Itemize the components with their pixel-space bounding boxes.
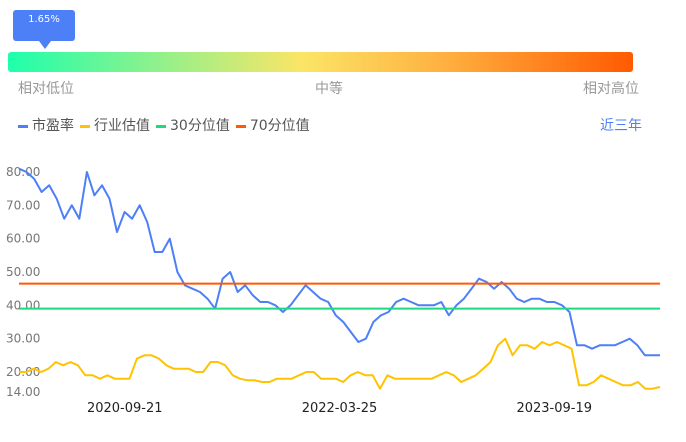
percentile-marker: 1.65% <box>13 10 75 49</box>
y-tick-label: 70.00 <box>6 198 40 212</box>
x-tick-label: 2023-09-19 <box>516 401 592 416</box>
legend-swatch <box>80 124 90 128</box>
legend-p30[interactable]: 30分位值 <box>156 115 230 135</box>
legend-p70[interactable]: 70分位值 <box>235 115 310 135</box>
range-selector-3y[interactable]: 近三年 <box>600 118 642 134</box>
legend-label: 行业估值 <box>94 118 150 134</box>
legend-label: 30分位值 <box>170 118 230 134</box>
low-label: 相对低位 <box>18 81 74 97</box>
x-tick-label: 2022-03-25 <box>302 401 378 416</box>
legend-pe[interactable]: 市盈率 <box>18 115 74 135</box>
legend-swatch <box>156 124 166 128</box>
pe-line <box>18 167 660 357</box>
legend-swatch <box>18 124 28 128</box>
legend-label: 70分位值 <box>249 118 310 134</box>
legend-label: 市盈率 <box>32 118 74 134</box>
percentile-gradient-bar <box>8 52 633 72</box>
y-tick-label: 50.00 <box>6 265 40 279</box>
y-tick-label: 60.00 <box>6 232 40 246</box>
y-tick-label: 30.00 <box>6 332 40 346</box>
y-tick-label: 80.00 <box>6 165 40 179</box>
y-tick-label: 40.00 <box>6 298 40 312</box>
y-tick-label: 14.00 <box>6 385 40 399</box>
legend: 市盈率 行业估值 30分位值 70分位值 <box>18 115 310 135</box>
legend-swatch <box>235 124 246 128</box>
legend-industry[interactable]: 行业估值 <box>80 115 150 135</box>
high-label: 相对高位 <box>583 81 639 97</box>
industry-line <box>19 337 661 390</box>
percentile-value: 1.65% <box>28 14 60 25</box>
x-tick-label: 2020-09-21 <box>87 401 163 416</box>
mid-label: 中等 <box>315 81 343 97</box>
